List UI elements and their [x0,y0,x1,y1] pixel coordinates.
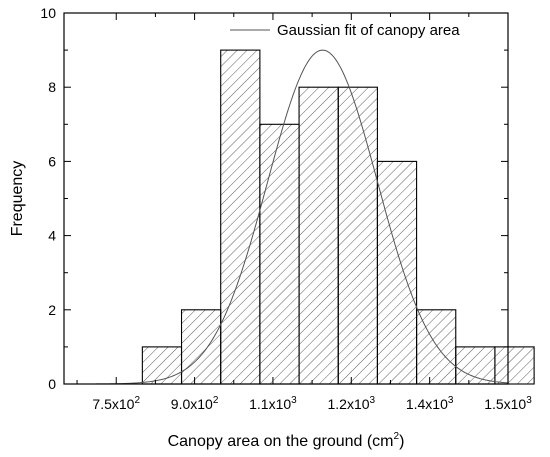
x-tick-label: 1.1x103 [249,395,297,412]
histogram-bar-2 [180,309,222,385]
gaussian-fit-curve [63,49,508,385]
histogram-bar-7 [376,160,418,385]
y-axis-label: Frequency [9,161,26,237]
legend: Gaussian fit of canopy area [230,22,460,39]
y-tick-label: 2 [48,302,56,318]
histogram-bar-6 [337,86,378,385]
y-tick-label: 4 [48,228,56,244]
histogram-bar-10 [494,346,535,385]
x-axis-label: Canopy area on the ground (cm2) [168,431,405,450]
x-axis-label-sup: 2 [394,431,400,442]
x-tick-label: 1.2x103 [327,395,375,412]
y-tick-label: 6 [48,153,56,169]
histogram-bar-3 [220,49,261,385]
histogram-bar-4 [259,123,300,385]
histogram-bar-9 [455,346,496,385]
y-tick-label: 8 [48,79,56,95]
histogram-bars [141,49,535,385]
x-axis-label-end: ) [399,433,404,450]
y-tick-label: 10 [40,5,56,21]
histogram-bar-5 [298,86,339,385]
y-tick-label: 0 [48,376,56,392]
x-tick-label: 1.4x103 [406,395,454,412]
x-tick-label: 9.0x102 [171,395,219,412]
x-tick-label: 1.5x103 [484,395,532,412]
axes: 0 2 4 6 8 10 7.5x102 9.0x102 1.1x103 1.2x103 1.4x1… [40,5,532,412]
x-axis-label-main: Canopy area on the ground (cm [168,433,394,450]
x-tick-label: 7.5x102 [92,395,140,412]
histogram-bar-1 [141,346,183,385]
legend-label: Gaussian fit of canopy area [277,22,460,39]
